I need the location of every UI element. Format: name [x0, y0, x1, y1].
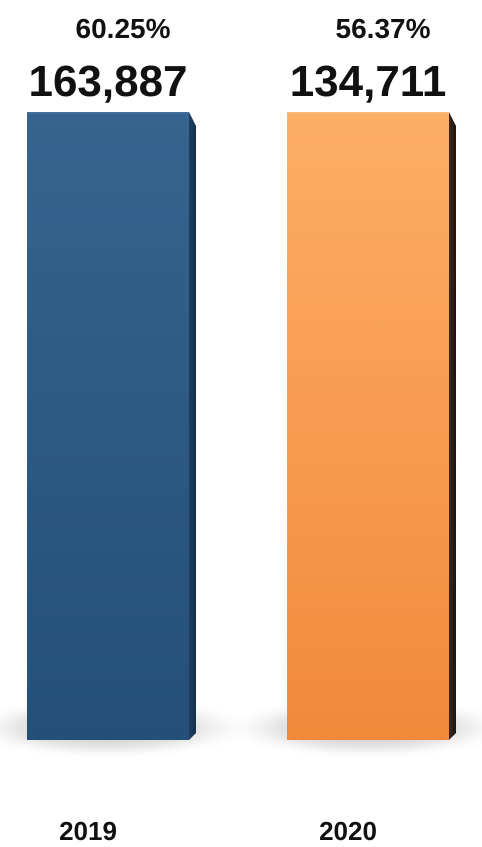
bar-side-2019: [189, 112, 196, 740]
category-label-2019: 2019: [59, 816, 117, 846]
value-label-2020: 134,711: [290, 57, 447, 106]
bar-top-edge-2020: [287, 112, 449, 114]
percent-label-2020: 56.37%: [336, 13, 431, 44]
bars-group: [27, 112, 456, 740]
value-label-2019: 163,887: [28, 57, 187, 106]
bar-top-edge-2019: [27, 112, 189, 114]
category-label-2020: 2020: [319, 816, 377, 846]
labels-group: 60.25% 163,887 2019 56.37% 134,711 2020: [28, 13, 446, 846]
bar-side-2020: [449, 112, 456, 740]
bar-2019: [27, 112, 189, 740]
bar-2020: [287, 112, 449, 740]
percent-label-2019: 60.25%: [76, 13, 171, 44]
